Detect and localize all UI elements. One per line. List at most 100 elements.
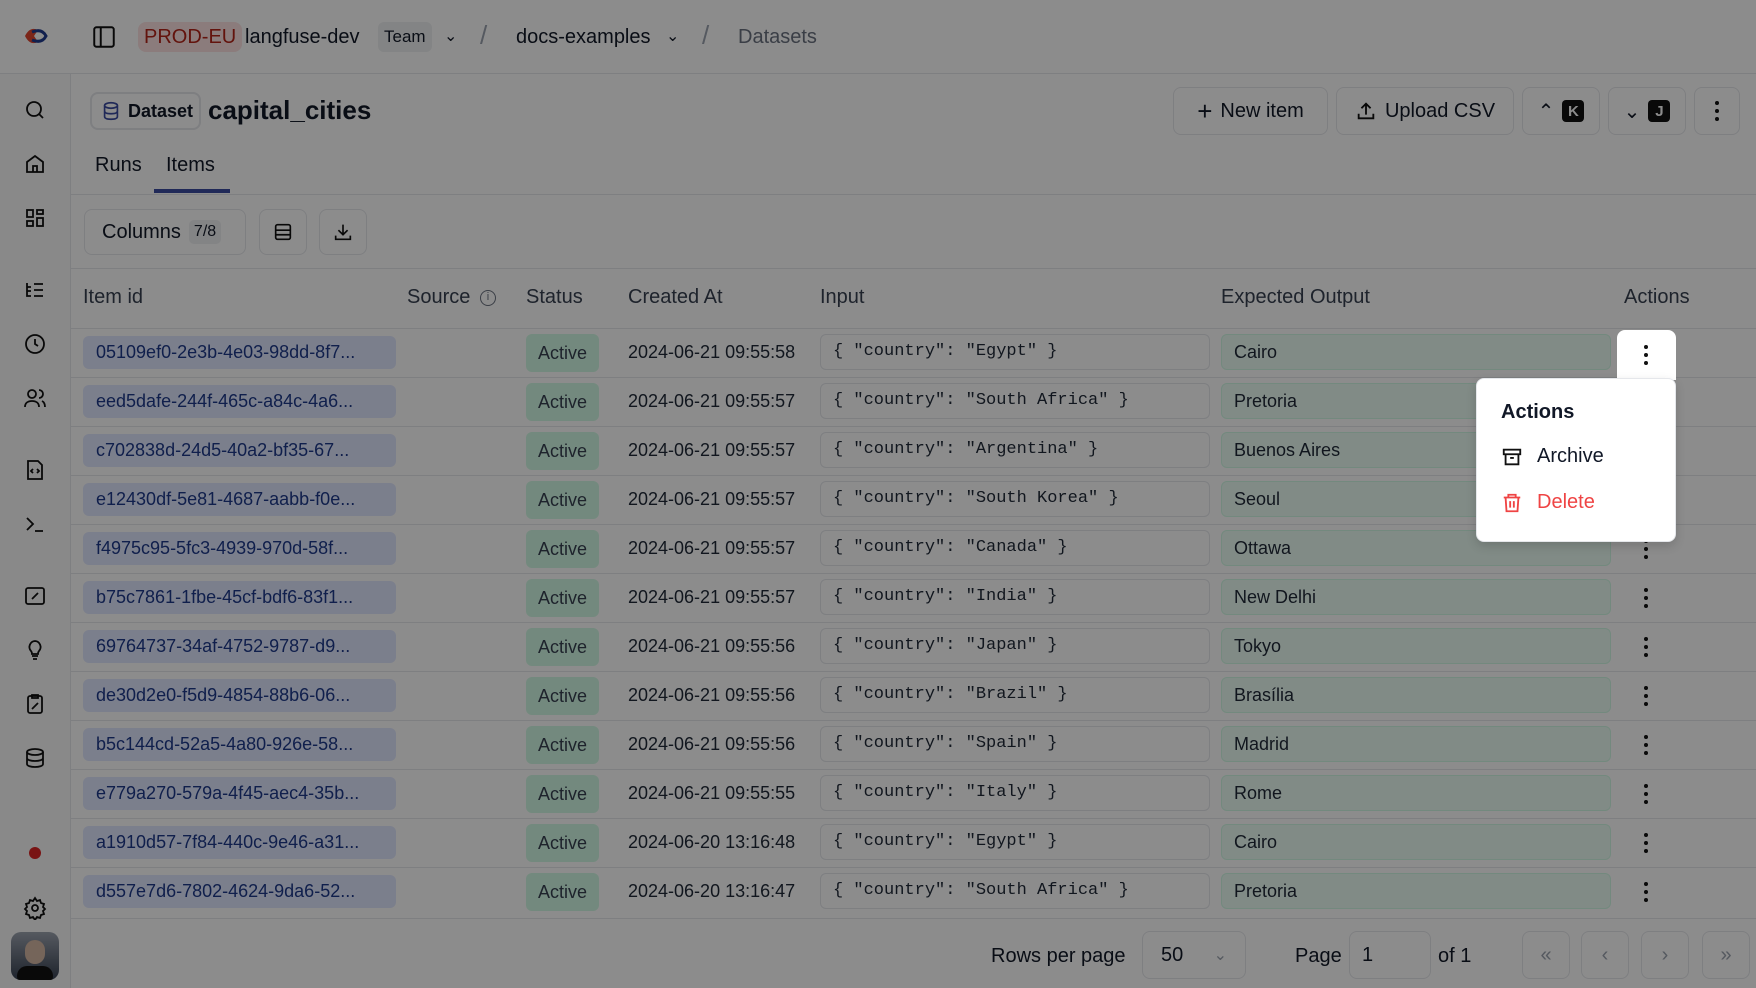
column-header-input[interactable]: Input <box>820 286 865 308</box>
row-actions-button[interactable] <box>1637 681 1655 711</box>
created-at: 2024-06-21 09:55:56 <box>628 685 796 705</box>
table-row[interactable]: d557e7d6-7802-4624-9da6-52... Active 202… <box>71 867 1756 916</box>
tab-items[interactable]: Items <box>166 154 215 176</box>
datasets-database-icon[interactable] <box>23 746 47 770</box>
prompts-file-code-icon[interactable] <box>23 458 47 482</box>
sidebar-toggle-icon[interactable] <box>91 24 117 50</box>
input-cell[interactable]: { "country": "South Africa" } <box>820 873 1210 909</box>
tab-runs[interactable]: Runs <box>95 154 142 176</box>
item-id-link[interactable]: f4975c95-5fc3-4939-970d-58f... <box>83 532 396 565</box>
input-cell[interactable]: { "country": "Egypt" } <box>820 824 1210 860</box>
table-row[interactable]: 05109ef0-2e3b-4e03-98dd-8f7... Active 20… <box>71 328 1756 377</box>
traces-icon[interactable] <box>23 278 47 302</box>
rows-per-page-select[interactable]: 50 ⌄ <box>1142 931 1246 979</box>
next-item-button[interactable]: ⌄ J <box>1608 87 1686 135</box>
page-input[interactable]: 1 <box>1349 931 1431 979</box>
users-icon[interactable] <box>23 386 47 410</box>
organization-dropdown-chevron-icon[interactable]: ⌄ <box>444 28 458 45</box>
expected-output-cell[interactable]: Cairo <box>1221 334 1611 370</box>
expected-output-cell[interactable]: New Delhi <box>1221 579 1611 615</box>
langfuse-logo[interactable] <box>22 26 48 46</box>
item-id-link[interactable]: de30d2e0-f5d9-4854-88b6-06... <box>83 679 396 712</box>
previous-page-button[interactable]: ‹ <box>1581 931 1629 979</box>
row-actions-button[interactable] <box>1637 632 1655 662</box>
row-actions-button[interactable] <box>1637 877 1655 907</box>
input-cell[interactable]: { "country": "Japan" } <box>820 628 1210 664</box>
input-cell[interactable]: { "country": "Brazil" } <box>820 677 1210 713</box>
expected-output-cell[interactable]: Madrid <box>1221 726 1611 762</box>
next-page-button[interactable]: › <box>1641 931 1689 979</box>
row-actions-button[interactable] <box>1637 828 1655 858</box>
item-id-link[interactable]: b5c144cd-52a5-4a80-926e-58... <box>83 728 396 761</box>
last-page-button[interactable]: » <box>1702 931 1750 979</box>
column-header-created-at[interactable]: Created At <box>628 286 723 308</box>
item-id-link[interactable]: eed5dafe-244f-465c-a84c-4a6... <box>83 385 396 418</box>
avatar[interactable] <box>11 932 59 980</box>
expected-output-cell[interactable]: Tokyo <box>1221 628 1611 664</box>
item-id-link[interactable]: e779a270-579a-4f45-aec4-35b... <box>83 777 396 810</box>
row-actions-button[interactable] <box>1637 779 1655 809</box>
item-id-link[interactable]: c702838d-24d5-40a2-bf35-67... <box>83 434 396 467</box>
item-id-link[interactable]: b75c7861-1fbe-45cf-bdf6-83f1... <box>83 581 396 614</box>
more-options-button[interactable] <box>1694 87 1740 135</box>
home-icon[interactable] <box>23 152 47 176</box>
input-cell[interactable]: { "country": "India" } <box>820 579 1210 615</box>
table-row[interactable]: 69764737-34af-4752-9787-d9... Active 202… <box>71 622 1756 671</box>
table-row[interactable]: de30d2e0-f5d9-4854-88b6-06... Active 202… <box>71 671 1756 720</box>
annotation-clipboard-icon[interactable] <box>23 692 47 716</box>
search-icon[interactable] <box>23 98 47 122</box>
column-header-expected-output[interactable]: Expected Output <box>1221 286 1370 308</box>
input-cell[interactable]: { "country": "South Africa" } <box>820 383 1210 419</box>
table-row[interactable]: b75c7861-1fbe-45cf-bdf6-83f1... Active 2… <box>71 573 1756 622</box>
more-vertical-icon <box>1708 96 1726 126</box>
sessions-clock-icon[interactable] <box>23 332 47 356</box>
dashboard-icon[interactable] <box>23 206 47 230</box>
archive-menu-item[interactable]: Archive <box>1501 445 1604 468</box>
organization-link[interactable]: langfuse-dev <box>245 26 360 48</box>
item-id-link[interactable]: e12430df-5e81-4687-aabb-f0e... <box>83 483 396 516</box>
column-header-source[interactable]: Source <box>407 286 471 308</box>
new-item-button[interactable]: + New item <box>1173 87 1328 135</box>
breadcrumb-current-page: Datasets <box>738 26 817 48</box>
expected-output-cell[interactable]: Brasília <box>1221 677 1611 713</box>
column-header-item-id[interactable]: Item id <box>83 286 144 308</box>
shortcut-key: K <box>1562 100 1585 122</box>
scores-percent-icon[interactable] <box>23 584 47 608</box>
table-row[interactable]: eed5dafe-244f-465c-a84c-4a6... Active 20… <box>71 377 1756 426</box>
input-cell[interactable]: { "country": "Canada" } <box>820 530 1210 566</box>
columns-button[interactable]: Columns 7/8 <box>84 209 246 255</box>
delete-menu-item[interactable]: Delete <box>1501 491 1595 514</box>
column-header-status[interactable]: Status <box>526 286 583 308</box>
created-at: 2024-06-21 09:55:58 <box>628 342 796 362</box>
input-cell[interactable]: { "country": "Egypt" } <box>820 334 1210 370</box>
item-id-link[interactable]: a1910d57-7f84-440c-9e46-a31... <box>83 826 396 859</box>
upload-csv-button[interactable]: Upload CSV <box>1336 87 1514 135</box>
item-id-link[interactable]: d557e7d6-7802-4624-9da6-52... <box>83 875 396 908</box>
input-cell[interactable]: { "country": "South Korea" } <box>820 481 1210 517</box>
row-actions-button[interactable] <box>1637 583 1655 613</box>
evaluation-lightbulb-icon[interactable] <box>23 638 47 662</box>
row-density-button[interactable] <box>259 209 307 255</box>
input-cell[interactable]: { "country": "Spain" } <box>820 726 1210 762</box>
row-actions-button-open[interactable] <box>1617 330 1676 380</box>
row-actions-button[interactable] <box>1637 730 1655 760</box>
input-cell[interactable]: { "country": "Argentina" } <box>820 432 1210 468</box>
table-row[interactable]: e779a270-579a-4f45-aec4-35b... Active 20… <box>71 769 1756 818</box>
info-icon[interactable]: i <box>480 290 496 306</box>
item-id-link[interactable]: 05109ef0-2e3b-4e03-98dd-8f7... <box>83 336 396 369</box>
project-dropdown-chevron-icon[interactable]: ⌄ <box>666 28 680 45</box>
item-id-link[interactable]: 69764737-34af-4752-9787-d9... <box>83 630 396 663</box>
expected-output-cell[interactable]: Rome <box>1221 775 1611 811</box>
expected-output-cell[interactable]: Pretoria <box>1221 873 1611 909</box>
input-cell[interactable]: { "country": "Italy" } <box>820 775 1210 811</box>
settings-gear-icon[interactable] <box>23 896 47 922</box>
table-row[interactable]: a1910d57-7f84-440c-9e46-a31... Active 20… <box>71 818 1756 867</box>
project-link[interactable]: docs-examples <box>516 26 651 48</box>
download-button[interactable] <box>319 209 367 255</box>
first-page-button[interactable]: « <box>1522 931 1570 979</box>
expected-output-cell[interactable]: Cairo <box>1221 824 1611 860</box>
table-row[interactable]: b5c144cd-52a5-4a80-926e-58... Active 202… <box>71 720 1756 769</box>
playground-terminal-icon[interactable] <box>23 512 47 536</box>
previous-item-button[interactable]: ⌃ K <box>1522 87 1600 135</box>
